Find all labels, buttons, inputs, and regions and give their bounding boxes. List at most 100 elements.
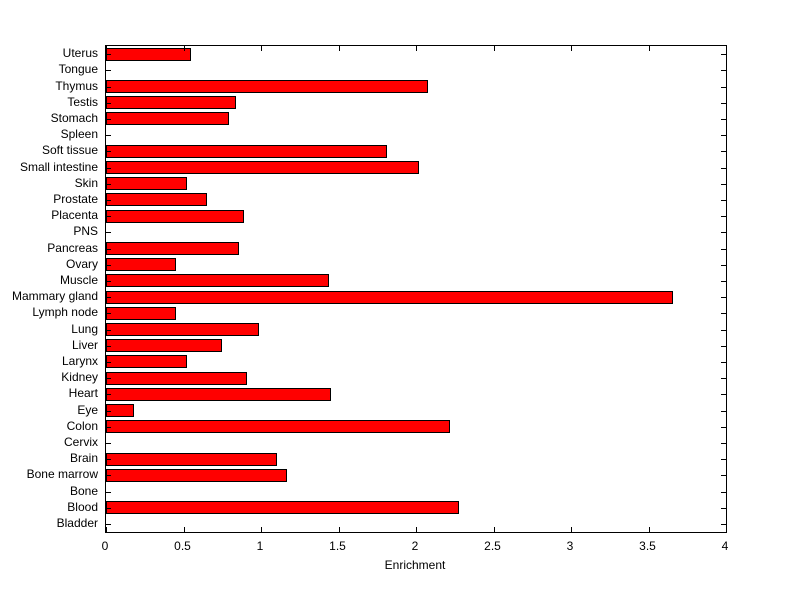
y-axis-label-cervix: Cervix xyxy=(63,434,98,449)
y-tick-right-uterus xyxy=(721,54,726,55)
y-axis-label-thymus: Thymus xyxy=(55,78,98,93)
y-axis-label-brain: Brain xyxy=(69,451,98,466)
x-tick-bottom-2 xyxy=(416,527,417,532)
y-tick-left-liver xyxy=(106,346,111,347)
y-tick-right-tongue xyxy=(721,70,726,71)
y-axis-label-small-intestine: Small intestine xyxy=(19,159,98,174)
bar-stomach xyxy=(106,112,229,126)
bar-liver xyxy=(106,339,223,353)
bar-soft-tissue xyxy=(106,144,387,158)
bar-thymus xyxy=(106,80,429,93)
x-tick-bottom-4 xyxy=(726,527,727,532)
x-tick-top-4 xyxy=(726,46,727,51)
y-axis-label-spleen: Spleen xyxy=(60,127,98,142)
y-axis-label-skin: Skin xyxy=(74,175,98,190)
x-tick-label-4: 4 xyxy=(721,539,729,553)
x-tick-top-2.5 xyxy=(494,46,495,51)
x-tick-label-0.5: 0.5 xyxy=(174,539,191,553)
y-tick-right-bladder xyxy=(721,524,726,525)
y-axis-label-tongue: Tongue xyxy=(58,62,98,77)
y-tick-right-placenta xyxy=(721,216,726,217)
y-tick-left-larynx xyxy=(106,362,111,363)
y-axis-label-liver: Liver xyxy=(71,337,98,352)
y-axis-label-pns: PNS xyxy=(73,224,98,239)
y-axis-label-pancreas: Pancreas xyxy=(47,240,98,255)
y-tick-right-testis xyxy=(721,103,726,104)
x-tick-label-2: 2 xyxy=(411,539,419,553)
y-tick-right-blood xyxy=(721,508,726,509)
y-axis-label-lung: Lung xyxy=(71,321,98,336)
y-axis-label-bone-marrow: Bone marrow xyxy=(26,467,98,482)
bar-ovary xyxy=(106,258,176,272)
x-tick-bottom-1 xyxy=(261,527,262,532)
y-tick-right-small-intestine xyxy=(721,168,726,169)
y-tick-right-heart xyxy=(721,394,726,395)
y-tick-right-soft-tissue xyxy=(721,151,726,152)
y-tick-right-bone-marrow xyxy=(721,475,726,476)
x-tick-top-3 xyxy=(571,46,572,51)
bar-blood xyxy=(106,501,460,515)
x-tick-label-3.5: 3.5 xyxy=(639,539,656,553)
bar-mammary-gland xyxy=(106,290,674,304)
x-tick-top-0.5 xyxy=(184,46,185,51)
bar-larynx xyxy=(106,355,187,369)
y-tick-right-bone xyxy=(721,492,726,493)
y-tick-right-spleen xyxy=(721,135,726,136)
x-tick-bottom-3 xyxy=(571,527,572,532)
x-tick-bottom-1.5 xyxy=(339,527,340,532)
y-tick-left-bladder xyxy=(106,524,111,525)
y-tick-right-mammary-gland xyxy=(721,297,726,298)
y-tick-right-lymph-node xyxy=(721,313,726,314)
bar-pancreas xyxy=(106,242,240,255)
y-axis-label-kidney: Kidney xyxy=(61,370,98,385)
y-tick-left-prostate xyxy=(106,200,111,201)
y-tick-right-stomach xyxy=(721,119,726,120)
y-tick-left-mammary-gland xyxy=(106,297,111,298)
bar-placenta xyxy=(106,209,244,223)
y-axis-label-muscle: Muscle xyxy=(59,272,98,287)
y-axis-label-testis: Testis xyxy=(67,94,98,109)
x-tick-label-1.5: 1.5 xyxy=(329,539,346,553)
plot-area xyxy=(105,45,727,533)
y-axis-label-uterus: Uterus xyxy=(62,46,98,61)
x-tick-label-3: 3 xyxy=(566,539,574,553)
y-tick-right-cervix xyxy=(721,443,726,444)
y-tick-right-prostate xyxy=(721,200,726,201)
x-tick-bottom-0 xyxy=(106,527,107,532)
y-tick-left-pancreas xyxy=(106,249,111,250)
bar-uterus xyxy=(106,47,192,61)
y-tick-left-cervix xyxy=(106,443,111,444)
y-axis-label-soft-tissue: Soft tissue xyxy=(41,143,98,158)
y-tick-left-eye xyxy=(106,411,111,412)
y-tick-left-bone-marrow xyxy=(106,475,111,476)
bar-bone-marrow xyxy=(106,468,288,482)
y-tick-left-muscle xyxy=(106,281,111,282)
y-axis-label-bladder: Bladder xyxy=(56,515,98,530)
y-tick-right-eye xyxy=(721,411,726,412)
y-tick-left-stomach xyxy=(106,119,111,120)
y-tick-left-small-intestine xyxy=(106,168,111,169)
y-tick-left-spleen xyxy=(106,135,111,136)
y-tick-left-colon xyxy=(106,427,111,428)
x-axis-title: Enrichment xyxy=(384,558,446,572)
y-tick-right-pns xyxy=(721,232,726,233)
y-tick-left-ovary xyxy=(106,265,111,266)
y-axis-label-bone: Bone xyxy=(69,483,98,498)
x-tick-top-1.5 xyxy=(339,46,340,51)
bar-testis xyxy=(106,96,237,110)
x-tick-bottom-3.5 xyxy=(649,527,650,532)
y-axis-label-heart: Heart xyxy=(68,386,98,401)
x-tick-top-3.5 xyxy=(649,46,650,51)
y-axis-label-lymph-node: Lymph node xyxy=(32,305,98,320)
y-axis-label-colon: Colon xyxy=(66,418,98,433)
y-tick-right-liver xyxy=(721,346,726,347)
y-axis-label-prostate: Prostate xyxy=(53,191,98,206)
bar-small-intestine xyxy=(106,161,420,174)
bar-heart xyxy=(106,387,331,401)
y-axis-label-stomach: Stomach xyxy=(50,110,98,125)
y-axis-label-ovary: Ovary xyxy=(65,256,98,271)
bar-muscle xyxy=(106,274,330,288)
x-tick-top-2 xyxy=(416,46,417,51)
y-tick-right-ovary xyxy=(721,265,726,266)
y-tick-right-skin xyxy=(721,184,726,185)
